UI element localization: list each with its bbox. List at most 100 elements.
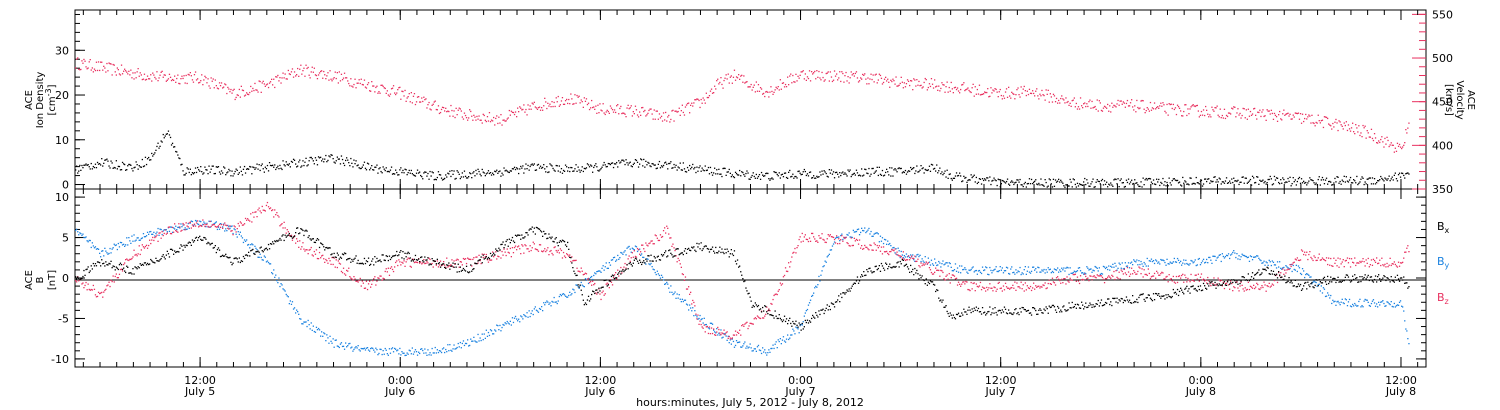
density-point xyxy=(618,160,620,162)
by-point xyxy=(114,244,116,247)
density-point xyxy=(692,163,694,166)
density-point xyxy=(297,165,299,167)
bz-point xyxy=(641,244,643,246)
bz-point xyxy=(744,323,746,325)
density-point xyxy=(487,170,490,172)
bz-point xyxy=(620,266,622,269)
density-point xyxy=(1090,183,1092,185)
velocity-point xyxy=(882,81,885,84)
by-point xyxy=(974,270,976,272)
density-point xyxy=(990,183,992,186)
velocity-point xyxy=(1091,100,1093,103)
bz-point xyxy=(305,249,307,251)
by-point xyxy=(1281,268,1283,270)
density-point xyxy=(1312,180,1314,182)
density-point xyxy=(953,177,956,179)
velocity-point xyxy=(183,75,185,77)
bz-point xyxy=(342,267,345,269)
velocity-point xyxy=(1278,114,1280,116)
velocity-point xyxy=(672,109,674,111)
velocity-point xyxy=(357,82,359,84)
by-point xyxy=(84,237,86,239)
density-point xyxy=(394,173,396,175)
bz-point xyxy=(429,258,431,261)
density-point xyxy=(79,164,81,167)
velocity-point xyxy=(1193,105,1195,107)
density-point xyxy=(413,174,416,177)
velocity-point xyxy=(139,72,141,74)
density-point xyxy=(875,170,877,172)
velocity-point xyxy=(1210,116,1212,118)
bz-point xyxy=(363,287,366,289)
velocity-point xyxy=(1407,127,1409,129)
velocity-point xyxy=(592,106,594,109)
velocity-point xyxy=(838,77,840,79)
velocity-point xyxy=(560,100,563,102)
by-point xyxy=(1311,283,1313,285)
by-point xyxy=(689,304,691,306)
velocity-point xyxy=(987,88,989,90)
by-point xyxy=(1110,265,1112,267)
density-point xyxy=(1371,177,1374,179)
velocity-point xyxy=(111,74,113,76)
density-point xyxy=(1117,178,1119,180)
density-point xyxy=(870,173,872,175)
density-point xyxy=(599,169,601,171)
density-point xyxy=(371,165,373,167)
velocity-point xyxy=(413,93,416,95)
velocity-point xyxy=(986,91,988,94)
velocity-point xyxy=(670,118,672,121)
density-point xyxy=(1173,178,1175,180)
velocity-point xyxy=(1028,88,1031,90)
velocity-point xyxy=(446,111,448,113)
by-point xyxy=(1066,266,1068,268)
velocity-point xyxy=(1169,103,1171,106)
density-point xyxy=(893,169,895,171)
by-point xyxy=(605,262,607,264)
density-point xyxy=(1318,176,1320,178)
velocity-point xyxy=(1184,104,1186,106)
by-point xyxy=(897,247,899,249)
velocity-point xyxy=(1038,98,1040,100)
bz-point xyxy=(509,247,511,250)
bz-point xyxy=(533,243,535,245)
velocity-point xyxy=(1216,105,1218,107)
velocity-point xyxy=(379,92,381,94)
by-point xyxy=(1019,266,1021,269)
density-point xyxy=(238,172,240,174)
velocity-point xyxy=(643,110,645,113)
by-point xyxy=(1075,270,1077,273)
bz-point xyxy=(378,277,380,279)
bz-point xyxy=(610,281,613,283)
bz-point xyxy=(197,220,199,222)
density-point xyxy=(1155,183,1157,186)
velocity-point xyxy=(626,107,628,109)
velocity-point xyxy=(1078,108,1081,110)
density-point xyxy=(1262,179,1264,181)
by-point xyxy=(496,324,498,326)
velocity-point xyxy=(889,86,891,88)
velocity-point xyxy=(1311,114,1313,116)
velocity-point xyxy=(304,75,306,77)
by-point xyxy=(458,346,460,348)
velocity-point xyxy=(1064,102,1066,104)
velocity-point xyxy=(428,101,430,104)
bz-point xyxy=(600,298,602,301)
velocity-point xyxy=(611,109,614,111)
bz-point xyxy=(585,273,588,275)
velocity-point xyxy=(374,91,376,93)
by-point xyxy=(502,323,504,326)
bz-point xyxy=(624,262,626,265)
velocity-point xyxy=(1399,146,1402,148)
density-point xyxy=(755,173,757,176)
by-point xyxy=(805,310,807,312)
velocity-point xyxy=(1013,93,1015,95)
density-point xyxy=(597,169,599,172)
velocity-point xyxy=(971,87,973,89)
density-point xyxy=(1019,178,1021,181)
by-point xyxy=(107,253,109,255)
by-point xyxy=(697,318,699,320)
velocity-point xyxy=(1328,123,1330,125)
by-point xyxy=(1058,271,1060,273)
